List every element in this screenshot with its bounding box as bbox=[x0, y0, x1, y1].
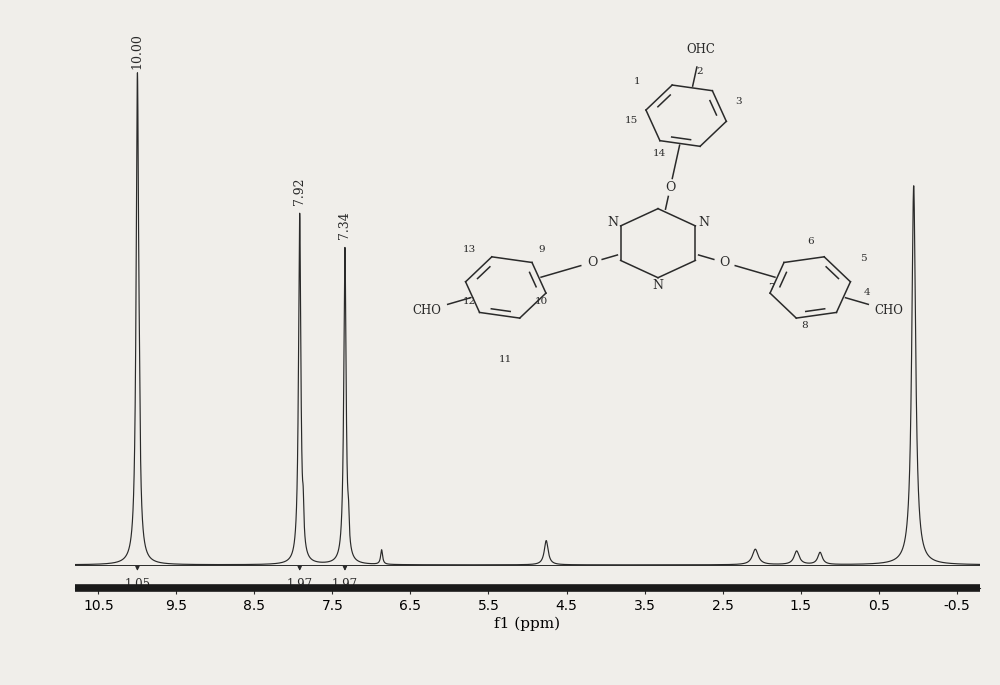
Text: 6: 6 bbox=[807, 238, 814, 247]
Text: 13: 13 bbox=[463, 245, 476, 253]
Text: CHO: CHO bbox=[875, 304, 904, 317]
Text: 1.05: 1.05 bbox=[124, 578, 150, 591]
Text: 11: 11 bbox=[499, 355, 512, 364]
Text: 1.97: 1.97 bbox=[332, 578, 358, 591]
Text: 1: 1 bbox=[634, 77, 640, 86]
Text: O: O bbox=[587, 256, 597, 269]
Text: 10: 10 bbox=[535, 297, 548, 306]
Text: 8: 8 bbox=[801, 321, 808, 330]
Text: N: N bbox=[607, 216, 618, 229]
Text: 10.00: 10.00 bbox=[131, 34, 144, 69]
Text: 1.97: 1.97 bbox=[287, 578, 313, 591]
Text: 7.34: 7.34 bbox=[338, 212, 351, 239]
Text: 14: 14 bbox=[653, 149, 666, 158]
Text: 7.92: 7.92 bbox=[293, 177, 306, 205]
Text: 12: 12 bbox=[463, 297, 476, 306]
Text: 2: 2 bbox=[696, 67, 703, 76]
Text: 3: 3 bbox=[736, 97, 742, 105]
Text: CHO: CHO bbox=[412, 304, 441, 317]
Text: O: O bbox=[719, 256, 729, 269]
Text: 9: 9 bbox=[538, 245, 545, 253]
X-axis label: f1 (ppm): f1 (ppm) bbox=[494, 616, 561, 631]
Text: 7: 7 bbox=[768, 283, 775, 292]
Text: 4: 4 bbox=[864, 288, 871, 297]
Text: 15: 15 bbox=[624, 116, 638, 125]
Text: 5: 5 bbox=[860, 254, 866, 263]
Text: N: N bbox=[652, 279, 664, 292]
Text: O: O bbox=[665, 182, 675, 195]
Text: OHC: OHC bbox=[686, 43, 715, 56]
Text: N: N bbox=[698, 216, 709, 229]
